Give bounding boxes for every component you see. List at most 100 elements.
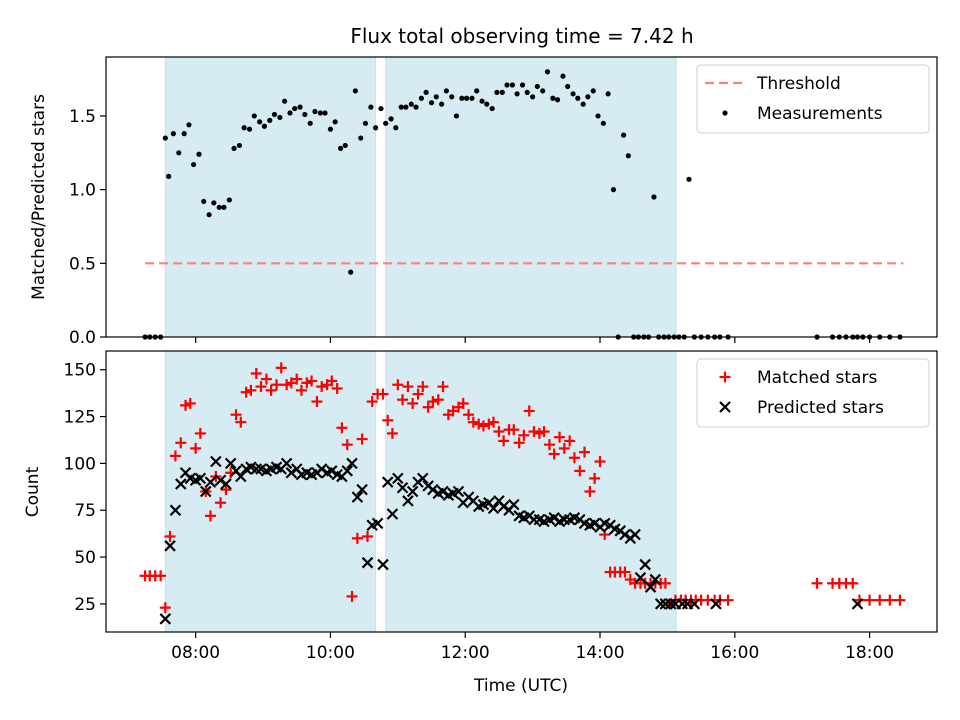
measurement-point bbox=[686, 176, 692, 182]
bottom-panel-frame bbox=[105, 350, 938, 633]
predicted-star-point bbox=[402, 495, 414, 507]
measurement-point bbox=[814, 334, 820, 340]
measurement-point bbox=[474, 88, 480, 94]
measurement-point bbox=[565, 83, 571, 90]
matched-star-point bbox=[412, 388, 424, 400]
matched-star-point bbox=[184, 397, 196, 409]
measurement-point bbox=[570, 91, 576, 97]
top-legend: Threshold Measurements bbox=[696, 64, 930, 134]
measurement-point bbox=[393, 125, 399, 131]
measurement-point bbox=[534, 83, 540, 90]
matched-star-point bbox=[432, 394, 444, 406]
predicted-star-point bbox=[487, 502, 500, 515]
legend-matched-swatch bbox=[719, 371, 731, 383]
matched-star-point bbox=[331, 382, 343, 394]
bot-y-tick-label: 75 bbox=[74, 501, 96, 521]
measurement-point bbox=[459, 95, 465, 101]
predicted-star-point bbox=[649, 573, 662, 586]
measurement-point bbox=[645, 334, 652, 340]
bot-y-tick-label: 150 bbox=[64, 361, 96, 381]
legend-predicted-swatch bbox=[719, 401, 731, 413]
matched-star-point bbox=[498, 435, 510, 447]
predicted-star-point bbox=[371, 517, 384, 530]
matched-star-point bbox=[230, 409, 242, 421]
matched-star-point bbox=[558, 442, 570, 454]
top-legend-label: Measurements bbox=[757, 104, 883, 124]
matched-star-point bbox=[568, 452, 580, 464]
measurement-point bbox=[292, 105, 298, 112]
predicted-star-point bbox=[285, 466, 298, 479]
measurement-point bbox=[887, 334, 893, 340]
measurement-point bbox=[162, 135, 168, 141]
predicted-star-point bbox=[280, 457, 293, 470]
measurement-point bbox=[479, 98, 485, 104]
predicted-star-point bbox=[588, 517, 601, 530]
measurement-point bbox=[610, 187, 617, 193]
predicted-star-point bbox=[452, 485, 465, 498]
measurement-point bbox=[403, 104, 409, 110]
measurement-point bbox=[550, 95, 556, 101]
matched-star-point bbox=[847, 577, 859, 589]
measurement-point bbox=[413, 104, 419, 110]
matched-star-point bbox=[407, 397, 419, 409]
matched-star-point bbox=[366, 396, 378, 408]
bot-legend-label: Matched stars bbox=[757, 368, 877, 388]
matched-star-point bbox=[361, 530, 373, 542]
measurement-point bbox=[666, 334, 672, 340]
measurement-point bbox=[257, 119, 263, 125]
matched-star-point bbox=[659, 577, 671, 589]
predicted-star-point bbox=[427, 483, 439, 496]
matched-star-point bbox=[488, 416, 500, 428]
measurement-point bbox=[302, 111, 308, 118]
matched-star-point bbox=[589, 472, 601, 484]
matched-star-point bbox=[579, 446, 591, 458]
matched-star-point bbox=[155, 570, 167, 582]
measurement-point bbox=[398, 104, 404, 110]
measurement-point bbox=[661, 334, 667, 340]
matched-star-point bbox=[190, 442, 202, 454]
predicted-star-point bbox=[220, 478, 232, 490]
matched-star-point bbox=[386, 427, 398, 439]
measurement-point bbox=[860, 334, 866, 340]
predicted-star-point bbox=[381, 476, 394, 488]
matched-star-point bbox=[215, 497, 227, 509]
measurement-point bbox=[206, 212, 212, 218]
matched-star-point bbox=[584, 486, 596, 497]
top-y-tick-label: 0.5 bbox=[69, 254, 96, 274]
bottom-y-axis-label: Count bbox=[23, 466, 43, 517]
predicted-star-point bbox=[654, 598, 667, 610]
measurement-point bbox=[621, 132, 627, 138]
matched-star-point bbox=[538, 426, 550, 438]
measurement-point bbox=[147, 334, 153, 340]
matched-star-point bbox=[169, 450, 181, 462]
predicted-star-point bbox=[497, 500, 510, 513]
predicted-star-point bbox=[169, 504, 182, 517]
measurement-point bbox=[656, 334, 662, 340]
measurement-point bbox=[408, 101, 414, 107]
measurement-point bbox=[307, 120, 313, 126]
measurement-point bbox=[530, 94, 536, 100]
matched-star-point bbox=[275, 362, 287, 374]
measurement-point bbox=[236, 142, 243, 149]
matched-star-point bbox=[377, 388, 389, 400]
measurement-point bbox=[216, 204, 222, 210]
measurement-point bbox=[342, 142, 348, 149]
matched-star-point bbox=[175, 437, 187, 449]
measurement-point bbox=[142, 334, 148, 340]
matched-star-point bbox=[427, 396, 439, 408]
matched-star-point bbox=[341, 439, 353, 451]
chart-title: Flux total observing time = 7.42 h bbox=[350, 24, 693, 48]
matched-star-point bbox=[392, 379, 404, 391]
matched-star-point bbox=[853, 594, 865, 606]
measurement-point bbox=[337, 145, 344, 151]
matched-star-point bbox=[235, 416, 247, 428]
matched-star-point bbox=[336, 422, 348, 434]
predicted-star-point bbox=[164, 540, 176, 552]
measurement-point bbox=[580, 101, 586, 107]
top-y-tick-label: 1.5 bbox=[69, 107, 96, 127]
measurement-point bbox=[705, 334, 711, 340]
measurement-point bbox=[469, 95, 475, 101]
matched-star-point bbox=[513, 437, 525, 449]
measurement-point bbox=[676, 334, 682, 340]
measurement-point bbox=[524, 89, 530, 95]
